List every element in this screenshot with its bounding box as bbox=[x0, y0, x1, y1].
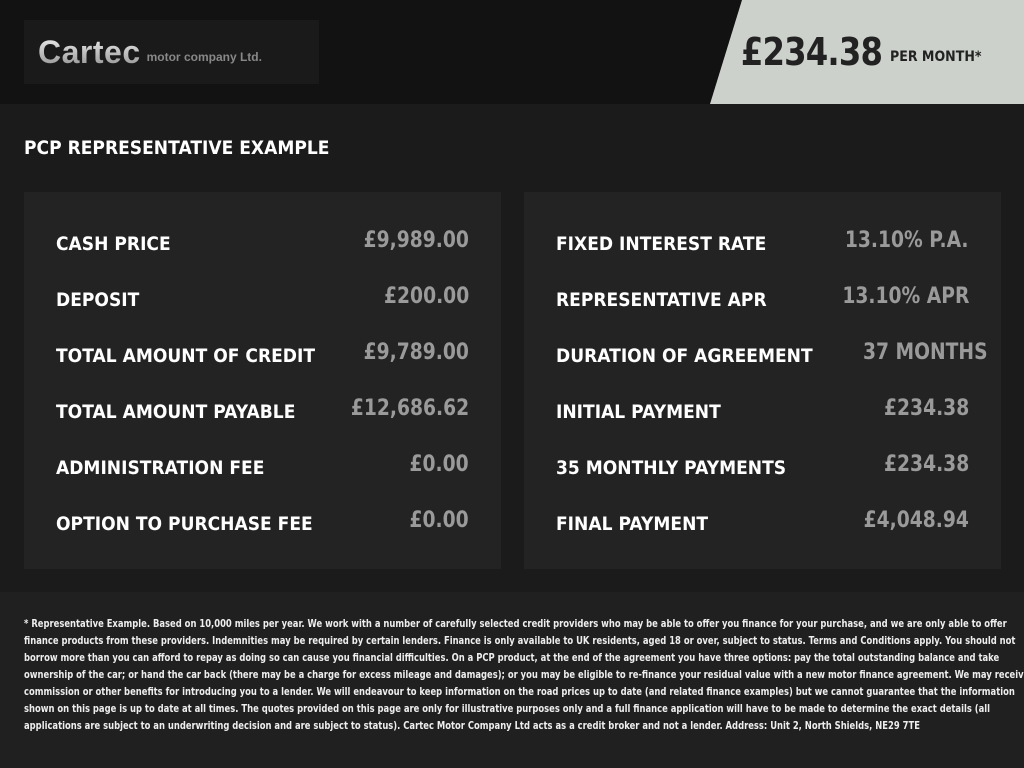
finance-row: TOTAL AMOUNT OF CREDIT £9,789.00 bbox=[56, 324, 469, 380]
monthly-price-banner: £234.38 PER MONTH* bbox=[710, 0, 1024, 104]
finance-label: TOTAL AMOUNT OF CREDIT bbox=[56, 345, 316, 367]
finance-label: TOTAL AMOUNT PAYABLE bbox=[56, 401, 296, 423]
finance-row: CASH PRICE £9,989.00 bbox=[56, 212, 469, 268]
finance-value: £4,048.94 bbox=[863, 507, 969, 533]
finance-row: 35 MONTHLY PAYMENTS £234.38 bbox=[556, 436, 969, 492]
finance-value: £200.00 bbox=[383, 283, 469, 309]
finance-value: 13.10% P.A. bbox=[845, 227, 969, 253]
finance-row: INITIAL PAYMENT £234.38 bbox=[556, 380, 969, 436]
finance-label: INITIAL PAYMENT bbox=[556, 401, 721, 423]
finance-label: OPTION TO PURCHASE FEE bbox=[56, 513, 313, 535]
header: Cartec motor company Ltd. £234.38 PER MO… bbox=[0, 0, 1024, 104]
finance-row: DURATION OF AGREEMENT 37 MONTHS bbox=[556, 324, 988, 380]
finance-label: DEPOSIT bbox=[56, 289, 140, 311]
disclaimer-line: commission or other benefits for introdu… bbox=[24, 686, 1015, 698]
finance-label: ADMINISTRATION FEE bbox=[56, 457, 265, 479]
finance-label: FIXED INTEREST RATE bbox=[556, 233, 767, 255]
company-logo[interactable]: Cartec motor company Ltd. bbox=[24, 20, 319, 84]
disclaimer-line: applications are subject to an underwrit… bbox=[24, 720, 920, 732]
finance-value: £9,989.00 bbox=[363, 227, 469, 253]
finance-value: £9,789.00 bbox=[363, 339, 469, 365]
finance-row: ADMINISTRATION FEE £0.00 bbox=[56, 436, 469, 492]
finance-row: REPRESENTATIVE APR 13.10% APR bbox=[556, 268, 969, 324]
disclaimer-line: * Representative Example. Based on 10,00… bbox=[24, 618, 1007, 630]
finance-label: FINAL PAYMENT bbox=[556, 513, 709, 535]
disclaimer: * Representative Example. Based on 10,00… bbox=[0, 592, 1024, 768]
logo-sub-text: motor company Ltd. bbox=[146, 50, 262, 64]
finance-row: TOTAL AMOUNT PAYABLE £12,686.62 bbox=[56, 380, 469, 436]
finance-label: REPRESENTATIVE APR bbox=[556, 289, 767, 311]
finance-value: 37 MONTHS bbox=[863, 339, 988, 365]
finance-label: 35 MONTHLY PAYMENTS bbox=[556, 457, 787, 479]
finance-row: FINAL PAYMENT £4,048.94 bbox=[556, 492, 969, 548]
finance-value: £12,686.62 bbox=[350, 395, 469, 421]
finance-row: FIXED INTEREST RATE 13.10% P.A. bbox=[556, 212, 969, 268]
disclaimer-line: borrow more than you can afford to repay… bbox=[24, 652, 1000, 664]
per-month-label: PER MONTH* bbox=[890, 49, 982, 65]
finance-value: £0.00 bbox=[409, 507, 469, 533]
finance-label: DURATION OF AGREEMENT bbox=[556, 345, 813, 367]
finance-panel-right: FIXED INTEREST RATE 13.10% P.A. REPRESENTA… bbox=[524, 192, 1001, 569]
finance-panel-left: CASH PRICE £9,989.00 DEPOSIT £200.00 TOTAL A… bbox=[24, 192, 501, 569]
finance-row: OPTION TO PURCHASE FEE £0.00 bbox=[56, 492, 469, 548]
finance-value: £234.38 bbox=[883, 451, 969, 477]
monthly-price: £234.38 bbox=[741, 30, 883, 74]
disclaimer-line: finance products from these providers. I… bbox=[24, 635, 1016, 647]
finance-value: 13.10% APR bbox=[842, 283, 969, 309]
logo-main-text: Cartec bbox=[38, 33, 141, 70]
disclaimer-line: shown on this page is up to date at all … bbox=[24, 703, 991, 715]
finance-value: £0.00 bbox=[409, 451, 469, 477]
finance-value: £234.38 bbox=[883, 395, 969, 421]
finance-row: DEPOSIT £200.00 bbox=[56, 268, 469, 324]
page-title: PCP REPRESENTATIVE EXAMPLE bbox=[24, 137, 330, 159]
disclaimer-line: ownership of the car; or hand the car ba… bbox=[24, 669, 1024, 681]
finance-label: CASH PRICE bbox=[56, 233, 171, 255]
